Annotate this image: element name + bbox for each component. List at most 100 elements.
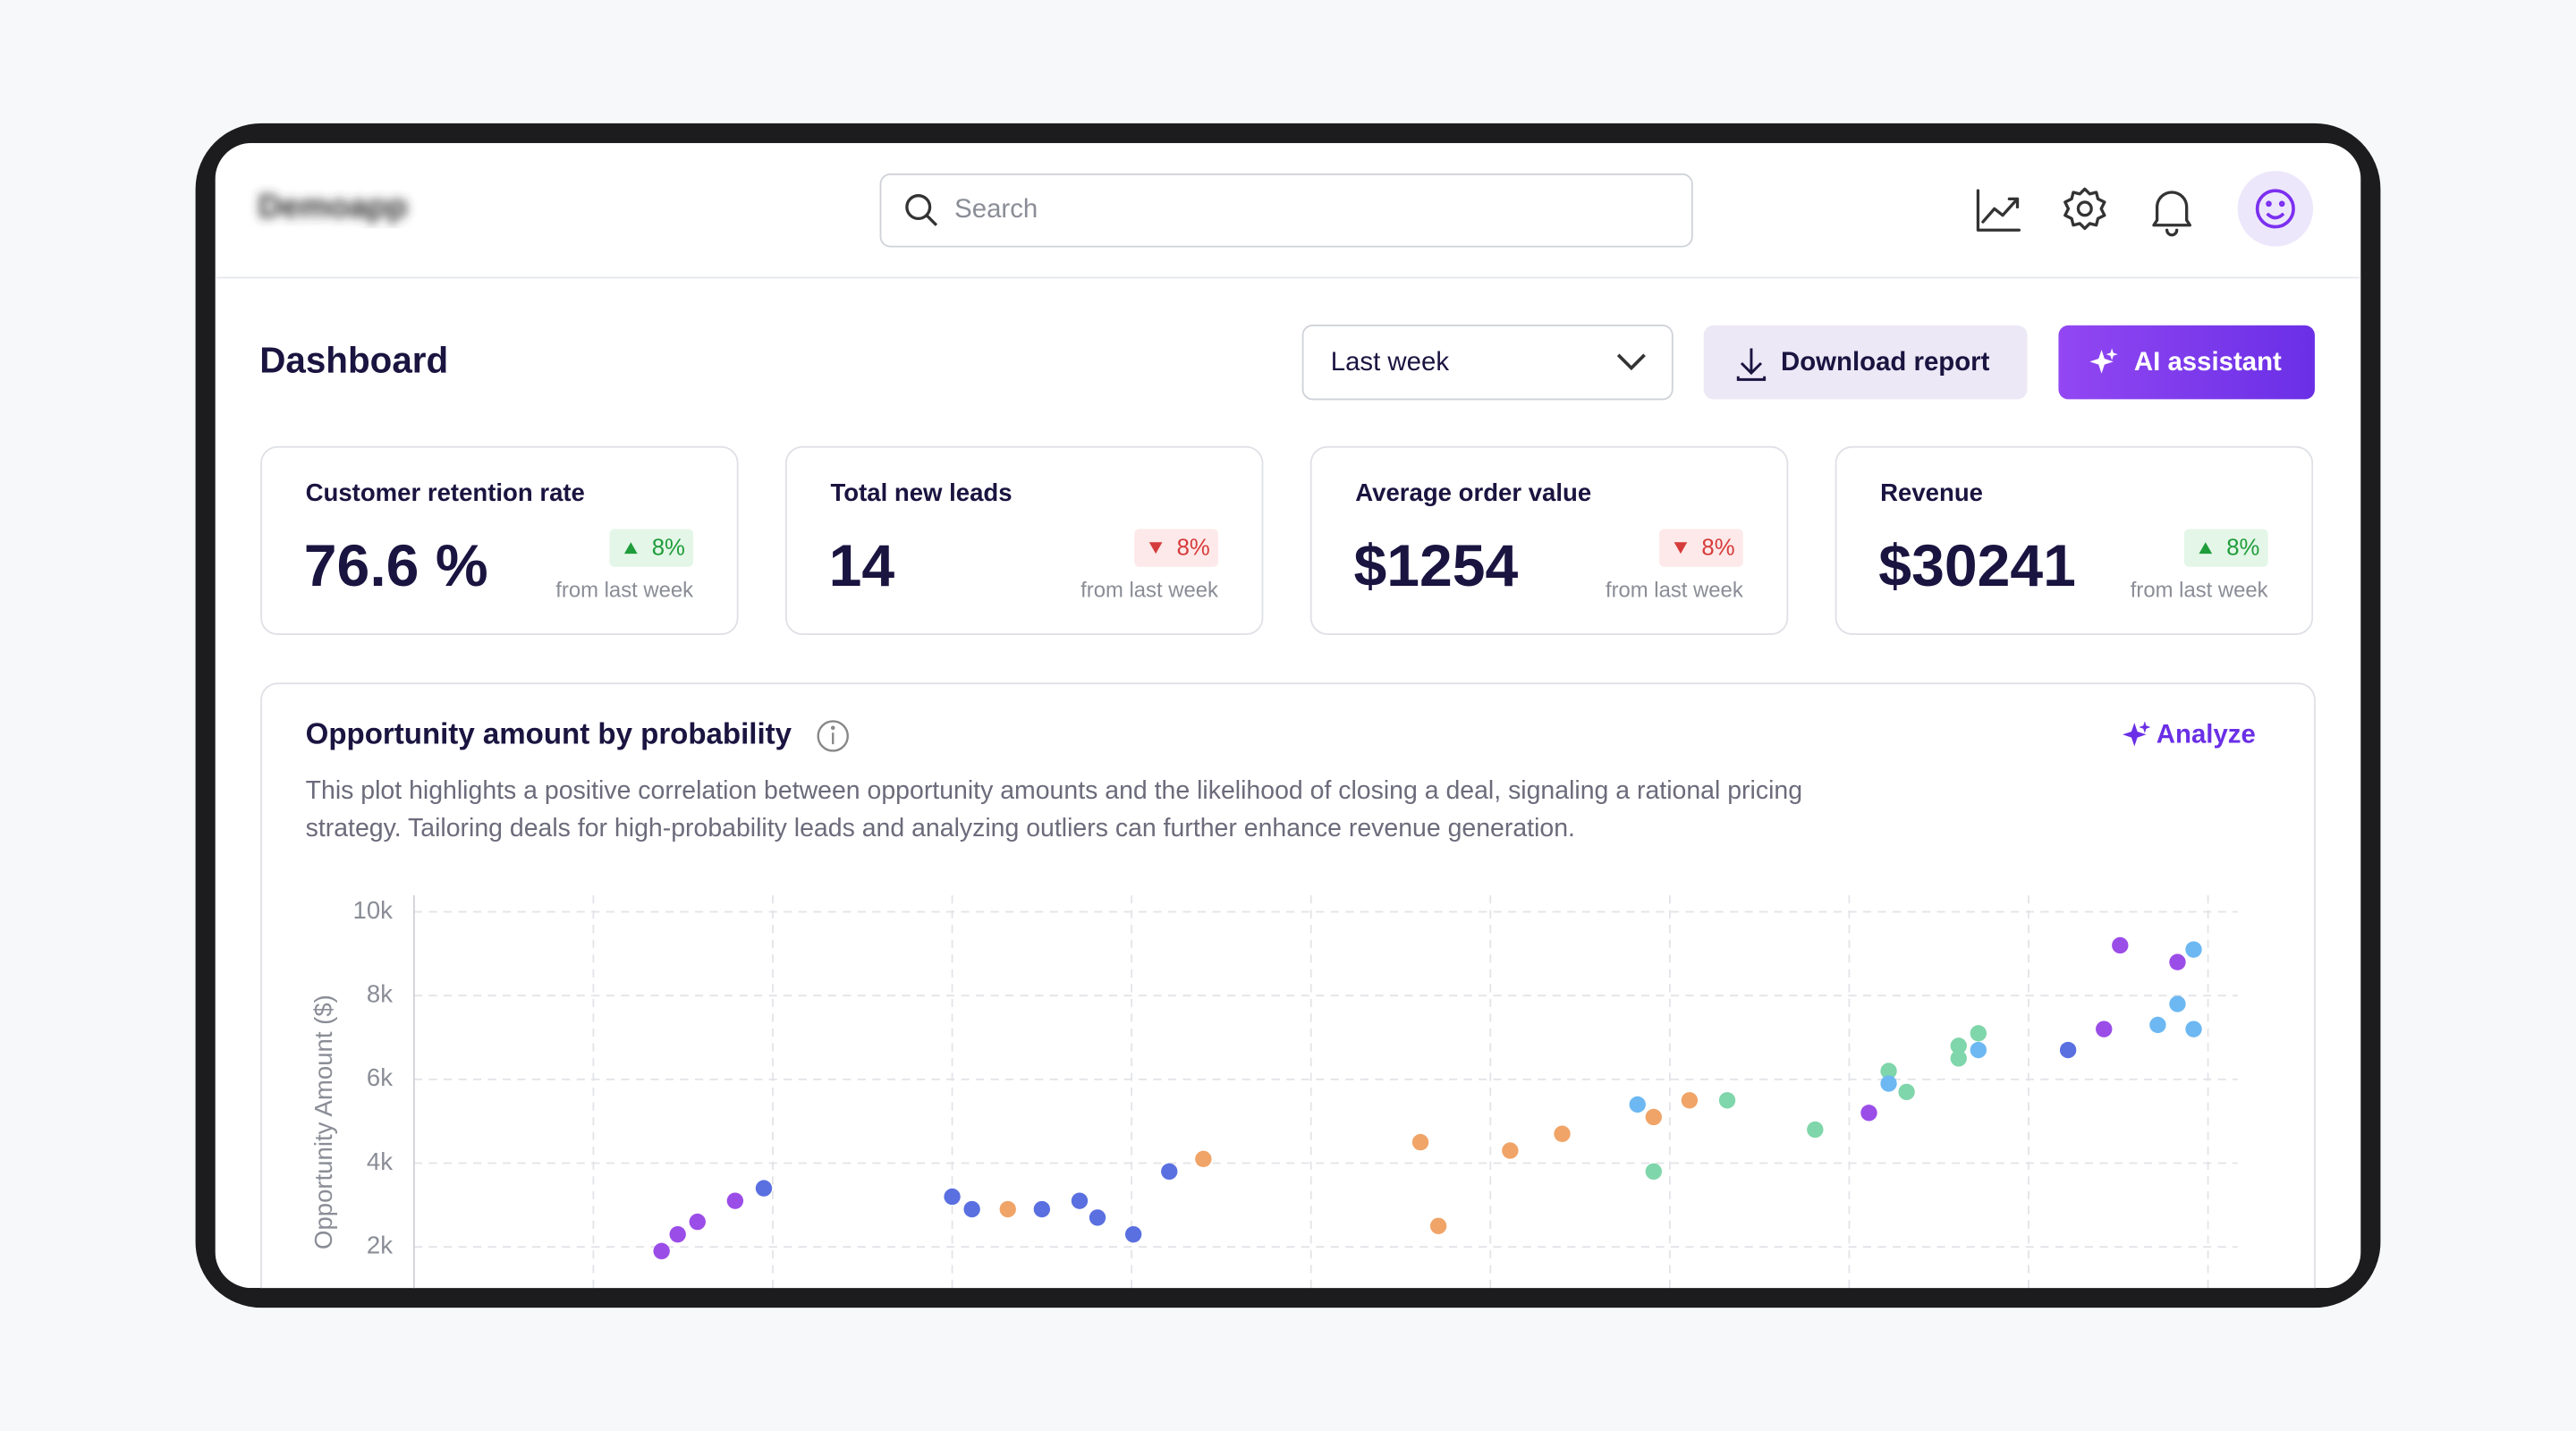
data-point (755, 1180, 773, 1197)
kpi-value: 14 (829, 533, 895, 599)
y-tick-label: 8k (367, 979, 393, 1007)
change-value: 8% (1701, 535, 1734, 560)
data-point (1718, 1092, 1736, 1109)
y-tick-label: 10k (353, 896, 394, 924)
data-point (1645, 1108, 1662, 1126)
y-tick-label: 6k (367, 1063, 393, 1091)
avatar-icon (2255, 189, 2295, 229)
data-point (2169, 995, 2186, 1012)
data-point (1411, 1133, 1429, 1151)
data-point (669, 1225, 686, 1243)
data-point (1554, 1125, 1571, 1142)
change-badge (1659, 529, 1743, 567)
data-point (1502, 1142, 1519, 1159)
notifications-icon[interactable] (2152, 191, 2192, 237)
data-point (1071, 1192, 1089, 1209)
data-point (1681, 1092, 1699, 1109)
data-point (1950, 1050, 1967, 1067)
data-point (2169, 953, 2186, 970)
ai-assistant-label: AI assistant (2134, 347, 2282, 377)
search-icon (905, 194, 938, 226)
avatar[interactable] (2237, 171, 2314, 247)
data-point (2185, 1020, 2202, 1037)
y-axis-label: Opportunity Amount ($) (309, 995, 337, 1249)
change-arrow (623, 542, 638, 555)
data-point (963, 1200, 980, 1218)
data-point (2149, 1016, 2166, 1034)
app-name: Demoapp (258, 188, 407, 224)
data-point (1033, 1200, 1051, 1218)
change-arrow (2199, 542, 2213, 555)
period-dropdown[interactable] (1301, 324, 1674, 401)
data-point (1807, 1121, 1824, 1139)
kpi-label: Total new leads (830, 478, 1012, 506)
kpi-value: $1254 (1353, 533, 1518, 599)
data-point (2185, 941, 2202, 958)
kpi-value: 76.6 % (304, 533, 488, 599)
kpi-card (260, 445, 739, 635)
data-point (1860, 1105, 1877, 1122)
data-point (1124, 1225, 1142, 1243)
change-value: 8% (2226, 535, 2259, 560)
period-value: Last week (1331, 347, 1450, 377)
data-point (653, 1242, 670, 1260)
chart-panel (260, 682, 2316, 1289)
change-badge (1134, 529, 1218, 567)
data-point (1970, 1025, 1987, 1042)
ai-assistant-button[interactable] (2058, 325, 2315, 400)
page-title: Dashboard (259, 340, 448, 381)
data-point (2059, 1041, 2077, 1059)
data-point (944, 1188, 961, 1206)
change-note: from last week (2131, 579, 2268, 603)
download-button[interactable] (1703, 325, 2028, 400)
chevron (1616, 353, 1646, 371)
download-label: Download report (1781, 347, 1990, 377)
settings-icon[interactable] (2063, 187, 2106, 231)
change-arrow (1674, 542, 1688, 555)
data-point (1089, 1209, 1106, 1226)
data-point (999, 1200, 1016, 1218)
y-tick-label: 4k (367, 1147, 393, 1175)
data-point (1429, 1217, 1447, 1234)
kpi-label: Customer retention rate (306, 478, 585, 506)
change-note: from last week (555, 579, 693, 603)
change-note: from last week (1606, 579, 1743, 603)
kpi-label: Average order value (1355, 478, 1591, 506)
change-value: 8% (1177, 535, 1210, 560)
change-badge (2183, 529, 2268, 567)
y-tick-label: 2k (367, 1231, 393, 1258)
data-point (1950, 1037, 1967, 1054)
chart-title: Opportunity amount by probability (306, 718, 792, 751)
kpi-card (1309, 445, 1789, 635)
data-point (1195, 1150, 1212, 1168)
data-point (1880, 1075, 1897, 1092)
download-icon (1736, 348, 1767, 381)
data-point (1629, 1096, 1646, 1113)
data-point (726, 1192, 744, 1209)
kpi-card (784, 445, 1264, 635)
analyze-button[interactable]: Analyze (2157, 720, 2256, 749)
chart-description: This plot highlights a positive correlat… (306, 776, 1802, 805)
data-point (1898, 1083, 1915, 1101)
analytics-icon[interactable] (1976, 189, 2021, 232)
data-point (1970, 1041, 1987, 1059)
change-value: 8% (652, 535, 685, 560)
search-box[interactable] (879, 173, 1693, 248)
data-point (1161, 1163, 1178, 1181)
data-point (1880, 1063, 1897, 1080)
change-note: from last week (1080, 579, 1218, 603)
info-icon[interactable] (817, 720, 849, 752)
data-point (2112, 936, 2129, 954)
kpi-value: $30241 (1878, 533, 2076, 599)
search-placeholder: Search (954, 194, 1038, 224)
kpi-card (1835, 445, 2314, 635)
data-point (689, 1213, 706, 1231)
chart-description: strategy. Tailoring deals for high-proba… (306, 814, 1575, 843)
change-arrow (1148, 542, 1163, 555)
data-point (1645, 1163, 1662, 1181)
change-badge (609, 529, 694, 567)
kpi-label: Revenue (1880, 478, 1983, 506)
data-point (2096, 1020, 2113, 1037)
